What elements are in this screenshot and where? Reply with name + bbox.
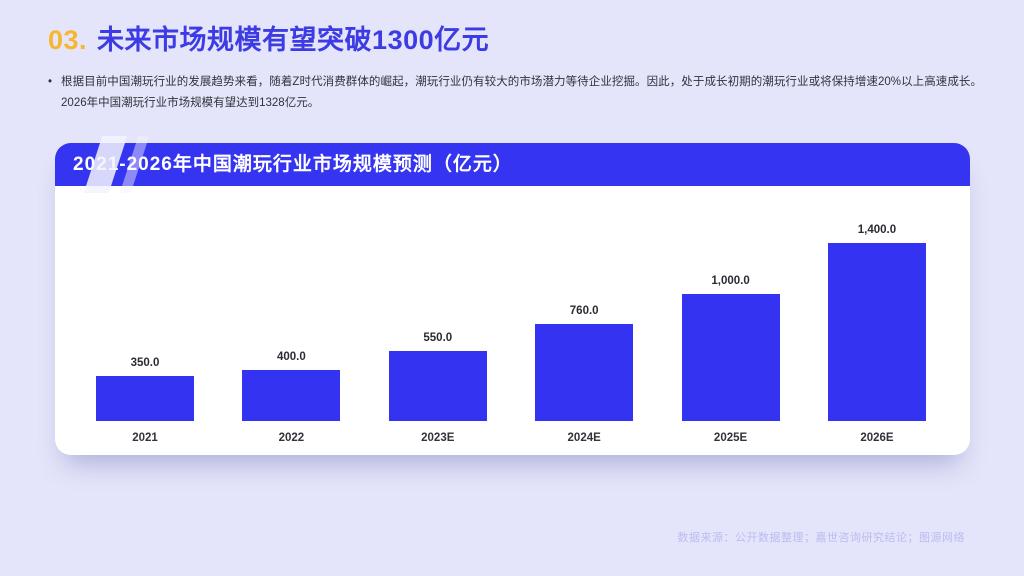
bar <box>535 324 634 421</box>
bar-column-2021: 350.0 2021 <box>96 357 194 455</box>
chart-card: 2021-2026年中国潮玩行业市场规模预测（亿元） 350.0 2021 400.… <box>55 136 970 455</box>
bar <box>388 351 487 421</box>
bar <box>242 370 341 421</box>
bar-category-label: 2026E <box>860 432 894 444</box>
bar-column-2026E: 1,400.0 2026E <box>827 224 926 455</box>
bar-value-label: 1,000.0 <box>711 275 750 287</box>
bar-column-2023E: 550.0 2023E <box>388 332 487 455</box>
summary-bullet: • 根据目前中国潮玩行业的发展趋势来看，随着Z时代消费群体的崛起，潮玩行业仍有较… <box>48 72 982 114</box>
page-title: 03. 未来市场规模有望突破1300亿元 <box>48 18 489 57</box>
bar <box>681 294 780 421</box>
summary-paragraph: 根据目前中国潮玩行业的发展趋势来看，随着Z时代消费群体的崛起，潮玩行业仍有较大的… <box>61 76 982 109</box>
bullet-dot: • <box>48 76 53 88</box>
page-title-number: 03. <box>48 25 88 55</box>
bar-column-2022: 400.0 2022 <box>242 351 341 455</box>
chart-title: 2021-2026年中国潮玩行业市场规模预测（亿元） <box>73 154 513 175</box>
bar-category-label: 2024E <box>567 432 601 444</box>
bar-category-label: 2023E <box>421 432 455 444</box>
chart-banner: 2021-2026年中国潮玩行业市场规模预测（亿元） <box>55 136 970 193</box>
bar-column-2025E: 1,000.0 2025E <box>681 275 780 455</box>
bar-column-2024E: 760.0 2024E <box>535 305 634 455</box>
page-title-text: 未来市场规模有望突破1300亿元 <box>97 25 490 55</box>
bar <box>827 243 926 421</box>
bar-category-label: 2022 <box>278 432 305 444</box>
bar-value-label: 760.0 <box>569 305 599 317</box>
bar-value-label: 350.0 <box>130 357 160 369</box>
bar-value-label: 550.0 <box>423 332 453 344</box>
bar-category-label: 2021 <box>132 432 158 444</box>
bar-value-label: 1,400.0 <box>857 224 897 236</box>
bar <box>96 376 194 421</box>
bar-category-label: 2025E <box>713 432 748 444</box>
bar-value-label: 400.0 <box>277 351 306 363</box>
data-source-note: 数据来源：公开数据整理；嘉世咨询研究结论；图源网络 <box>677 532 965 544</box>
bar-chart: 350.0 2021 400.0 2022 550.0 2023E 760.0 2024E 1,… <box>55 186 970 455</box>
